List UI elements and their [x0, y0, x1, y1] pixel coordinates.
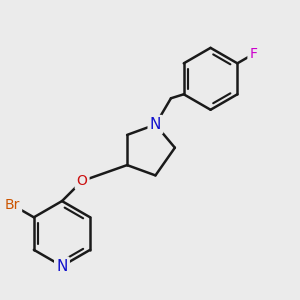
Text: N: N: [56, 259, 68, 274]
Text: F: F: [249, 47, 257, 61]
Text: N: N: [150, 117, 161, 132]
Text: O: O: [77, 174, 88, 188]
Text: Br: Br: [5, 198, 20, 212]
